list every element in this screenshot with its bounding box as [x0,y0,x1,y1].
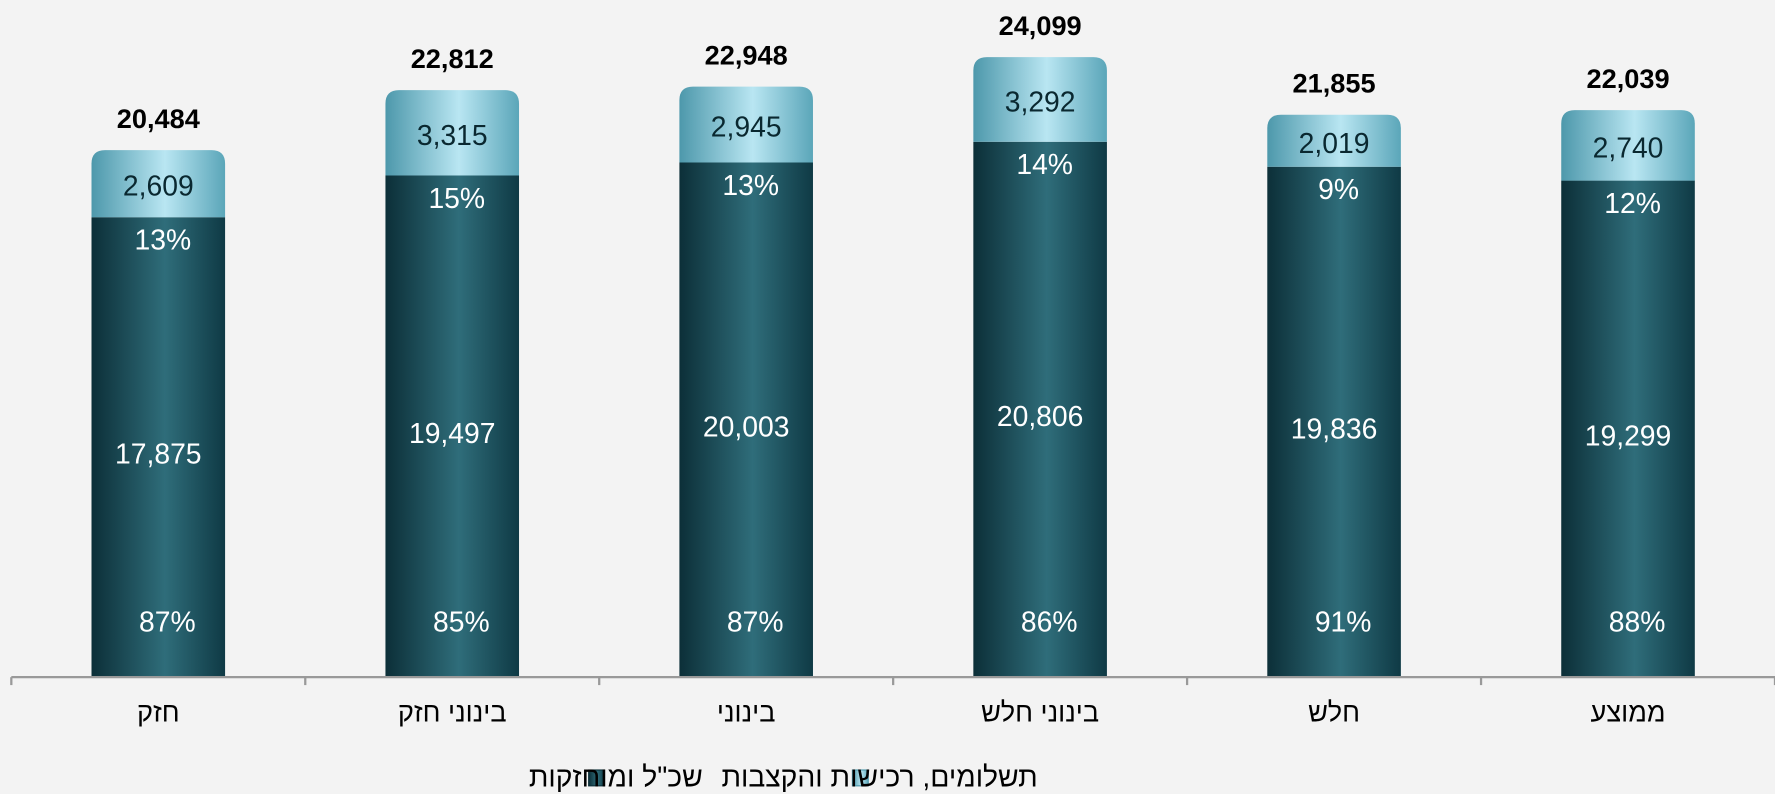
value-label: 19,299 [1585,419,1672,451]
value-label: 2,019 [1299,127,1370,159]
percent-label: 14% [1016,148,1073,180]
value-label: 20,806 [997,400,1084,432]
percent-label: 85% [433,605,490,637]
bar-segment [973,141,1107,678]
value-label: 17,875 [115,438,202,470]
value-label: 19,497 [409,417,496,449]
legend-label: תשלומים, רכישות והקצבות [721,761,1037,793]
total-label: 22,812 [411,43,494,74]
total-label: 22,039 [1586,63,1669,94]
x-tick-label: בינוני חלש [981,697,1099,728]
percent-label: 91% [1315,605,1372,637]
bar-segment [91,150,226,218]
percent-label: 87% [727,605,784,637]
percent-label: 86% [1021,605,1078,637]
value-label: 2,609 [123,170,194,202]
bar-segment [679,162,813,678]
x-tick-label: חלש [1308,697,1360,728]
bar-segment [385,90,520,176]
percent-label: 15% [428,182,485,214]
x-tick-label: ממוצע [1591,697,1666,728]
bar-segment [1561,110,1695,181]
value-label: 19,836 [1291,412,1378,444]
bar-segment [1561,180,1695,678]
bar-segment [1267,114,1401,167]
x-tick-label: בינוני [717,697,776,728]
percent-label: 13% [722,169,779,201]
value-label: 20,003 [703,410,790,442]
value-label: 2,740 [1593,131,1664,163]
percent-label: 87% [139,605,196,637]
value-label: 3,292 [1005,85,1076,117]
bar-segment [679,86,813,163]
percent-label: 13% [135,224,192,256]
value-label: 3,315 [417,119,488,151]
total-label: 22,948 [705,39,788,70]
bar-segment [973,57,1107,142]
total-label: 24,099 [999,10,1082,41]
value-label: 2,945 [711,111,782,143]
bar-segment [91,217,226,678]
x-tick-label: חזק [137,697,180,728]
legend-swatch [851,769,869,787]
percent-label: 12% [1604,187,1661,219]
bar-segment [385,175,520,678]
bar-segment [1267,166,1401,678]
total-label: 20,484 [117,103,200,134]
legend-label: שכ"ל ומוחזקות [529,761,703,793]
percent-label: 9% [1318,173,1359,205]
total-label: 21,855 [1293,68,1376,99]
legend-swatch [588,769,606,787]
percent-label: 88% [1609,605,1666,637]
x-tick-label: בינוני חזק [398,697,507,728]
